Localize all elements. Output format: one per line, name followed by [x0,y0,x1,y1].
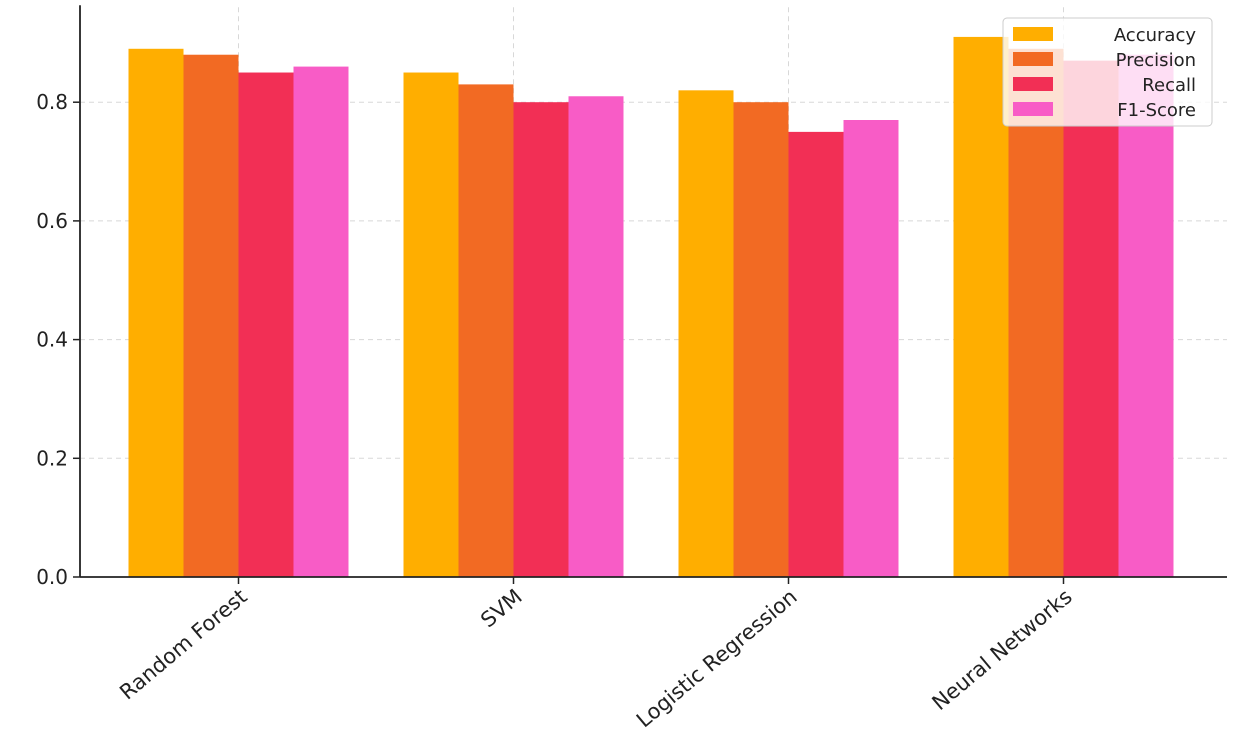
bar [788,131,844,577]
bar [513,102,569,577]
y-tick-label: 0.6 [36,209,68,233]
legend-label: F1-Score [1117,100,1196,121]
bar [678,90,734,577]
bar [293,66,349,577]
bar [568,96,624,577]
axes [79,5,1227,578]
legend-box [1002,17,1213,127]
y-tick-label: 0.4 [36,328,68,352]
bar [1008,48,1064,578]
y-tick-label: 0.0 [36,565,68,589]
bar [1063,60,1119,577]
bar [183,54,239,578]
legend-label: Accuracy [1114,25,1197,46]
legend-swatch [1013,27,1053,41]
bar [843,120,899,577]
legend: Accuracy Precision Recall F1-Score [1002,17,1213,127]
bar [458,84,514,578]
legend-swatch [1013,77,1053,91]
bar [733,102,789,577]
bar [1118,54,1174,578]
bar [403,72,459,578]
y-tick-label: 0.2 [36,446,68,470]
bar [953,36,1009,578]
legend-swatch [1013,52,1053,66]
x-tick-label: Logistic Regression [632,584,802,732]
legend-label: Recall [1142,75,1196,96]
y-tick-label: 0.8 [36,90,68,114]
x-tick-label: Neural Networks [928,584,1077,715]
legend-label: Precision [1116,50,1196,71]
bar [238,72,294,578]
legend-swatch [1013,102,1053,116]
x-tick-label: Random Forest [115,584,252,704]
bar [128,48,184,578]
x-tick-label: SVM [476,584,527,632]
bars [128,36,1174,578]
